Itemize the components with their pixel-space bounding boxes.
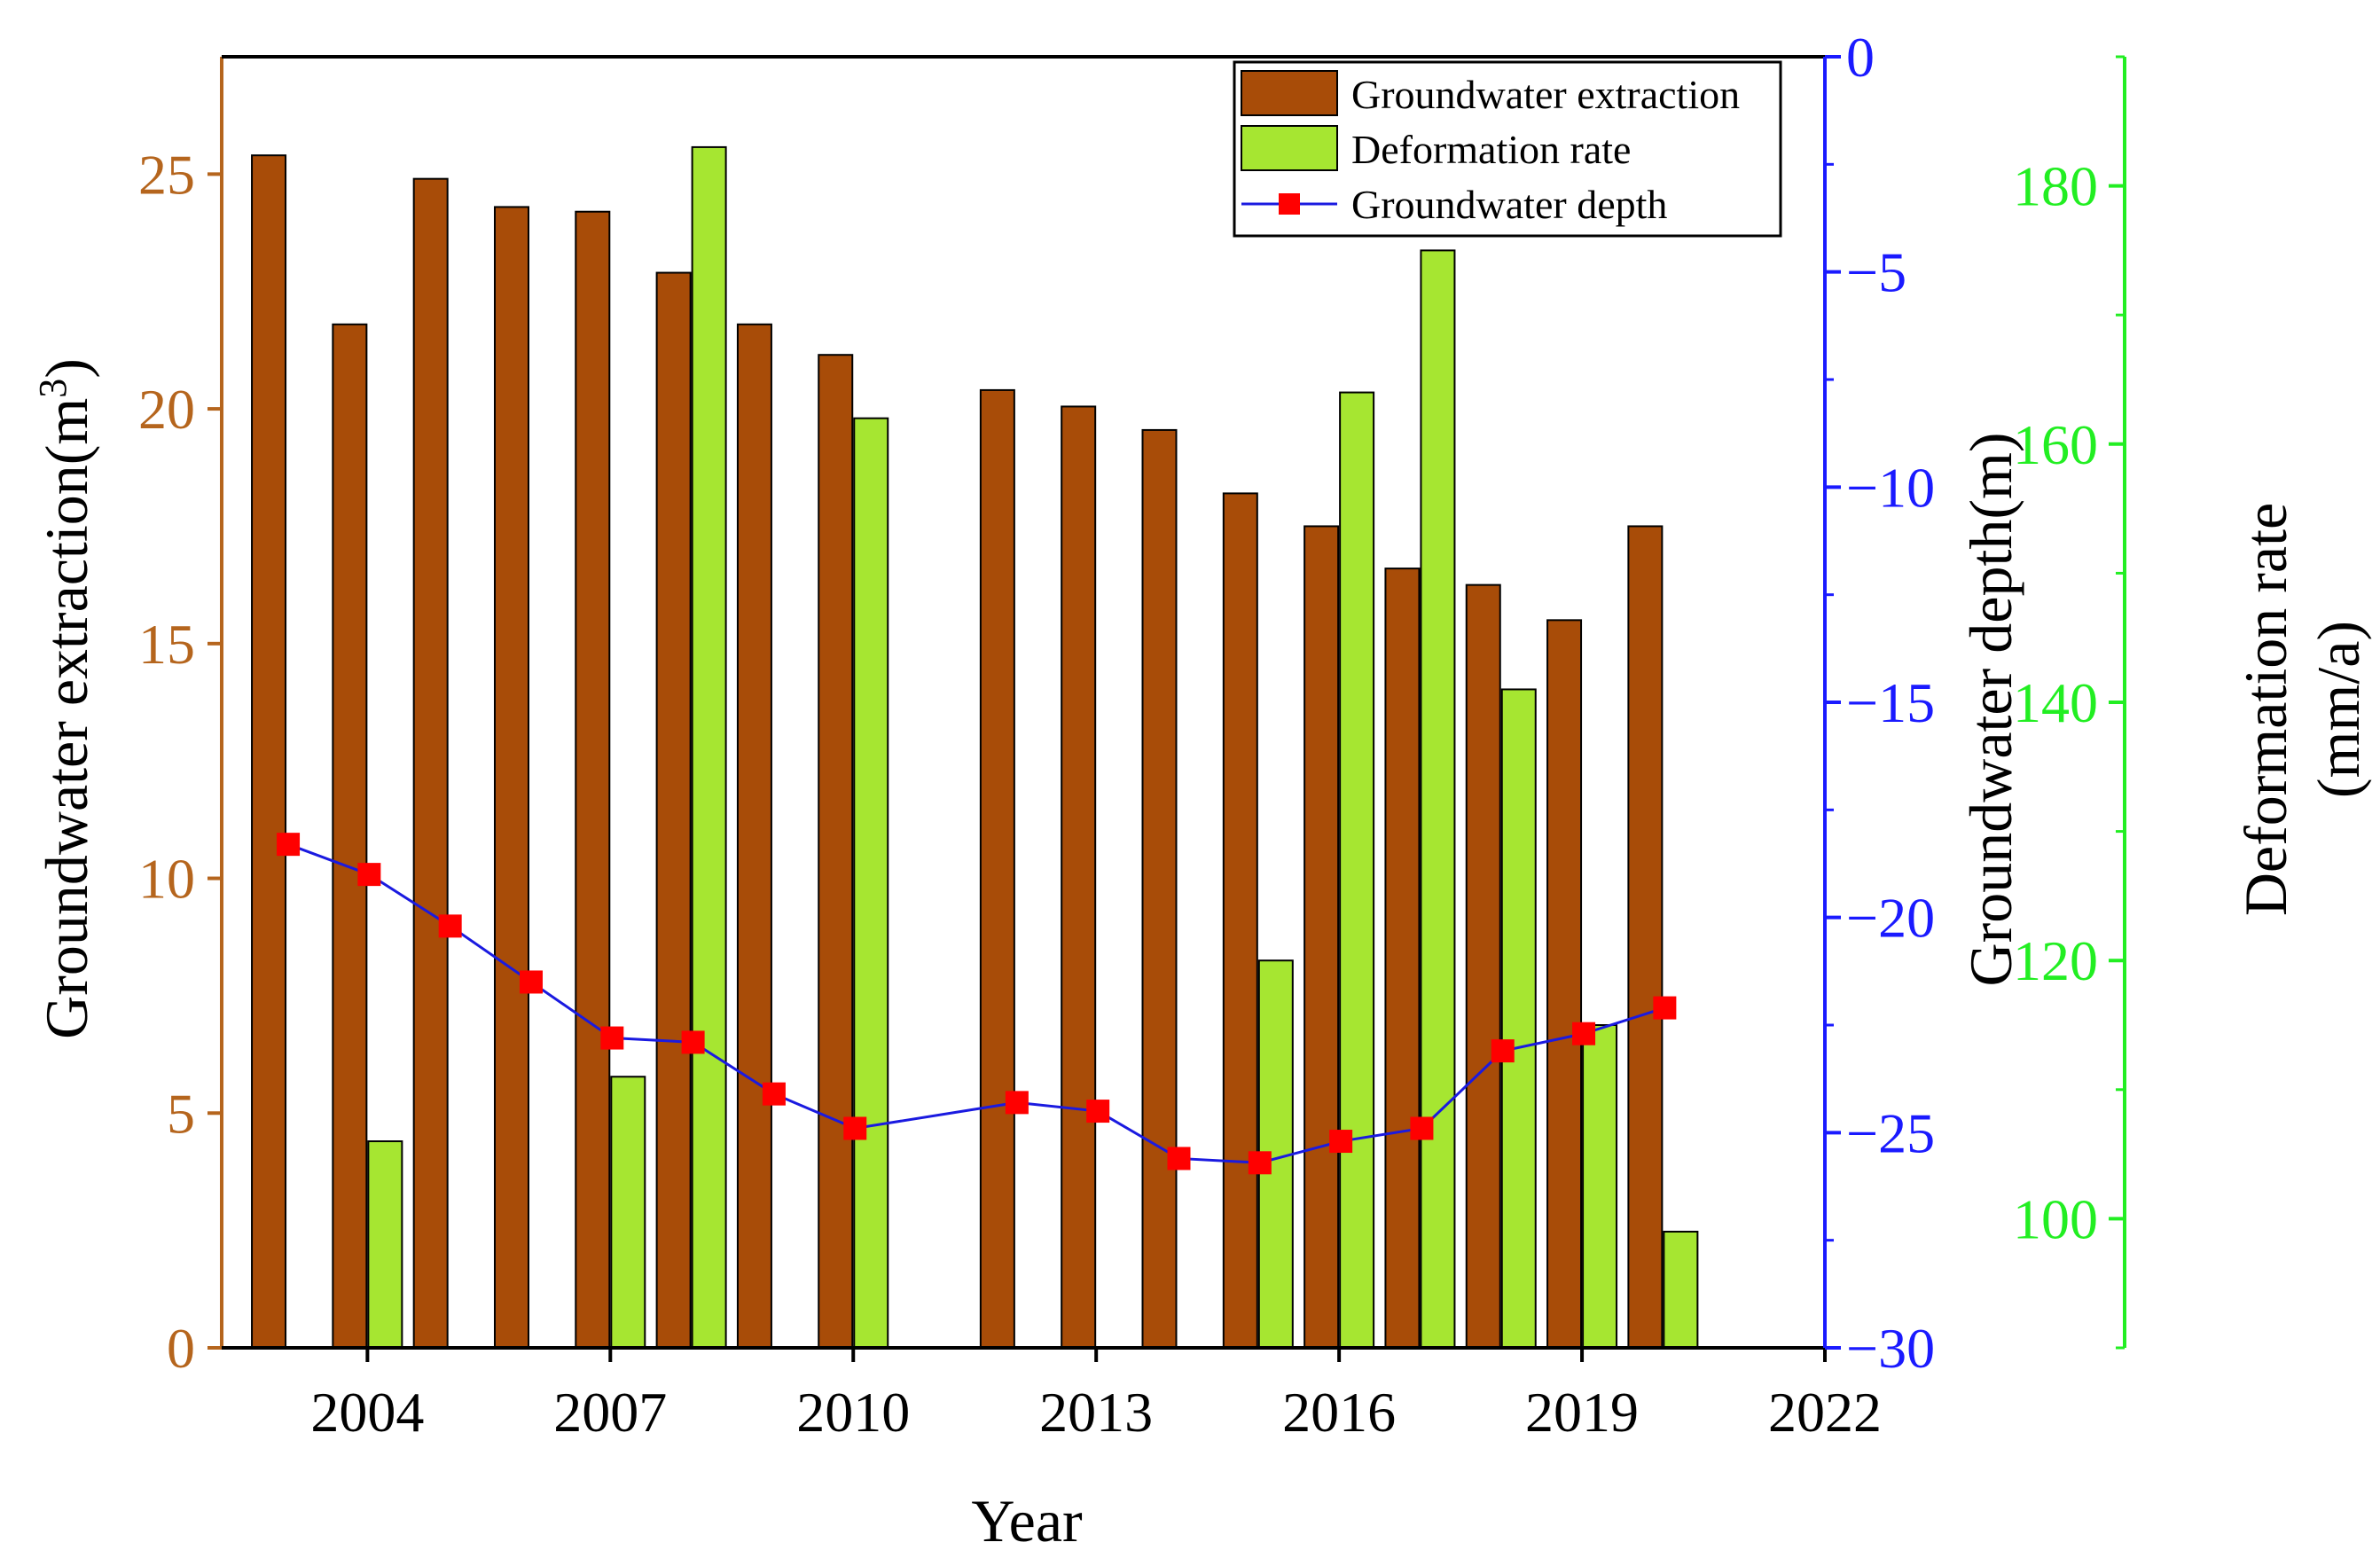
- depth-marker: [1491, 1039, 1515, 1063]
- bar-extraction: [1141, 428, 1178, 1349]
- depth-marker: [1572, 1022, 1596, 1045]
- legend-label-extraction: Groundwater extraction: [1351, 72, 1740, 117]
- bar-extraction: [1627, 525, 1664, 1349]
- bar-extraction: [1304, 525, 1340, 1349]
- right1-tick-label: −15: [1846, 671, 1935, 734]
- depth-marker: [1086, 1100, 1110, 1123]
- depth-marker: [681, 1030, 705, 1054]
- right1-tick-label: −20: [1846, 887, 1935, 950]
- x-tick-label: 2019: [1525, 1381, 1639, 1444]
- bar-extraction: [1222, 492, 1258, 1349]
- right2-axis-title-line1: Deformation rate: [2232, 503, 2299, 916]
- right2-tick-label: 180: [2013, 155, 2098, 218]
- legend: Groundwater extraction Deformation rate …: [1233, 60, 1782, 238]
- depth-marker: [1653, 996, 1677, 1020]
- right1-tick-label: 0: [1846, 26, 1875, 89]
- x-axis-title: Year: [971, 1487, 1083, 1554]
- x-tick-label: 2010: [796, 1381, 910, 1444]
- bar-extraction: [1061, 405, 1097, 1350]
- ticks-layer: 2004 2007 2010 2013 2016 2019 2022 0 5 10 15 20 25 0 −…: [138, 26, 2125, 1444]
- depth-marker: [357, 863, 381, 887]
- bar-extraction: [1546, 619, 1583, 1349]
- left-tick-label: 25: [138, 143, 195, 206]
- depth-marker: [843, 1116, 867, 1140]
- depth-marker: [1329, 1130, 1353, 1154]
- right2-tick-label: 140: [2013, 671, 2098, 734]
- depth-marker: [762, 1082, 786, 1106]
- bar-extraction: [251, 154, 287, 1350]
- bar-extraction: [575, 210, 611, 1350]
- x-tick-label: 2013: [1039, 1381, 1153, 1444]
- right1-tick-label: −10: [1846, 456, 1935, 519]
- bars-layer: [251, 145, 1699, 1350]
- depth-marker: [1410, 1116, 1434, 1140]
- left-tick-label: 20: [138, 378, 195, 441]
- legend-marker-depth: [1279, 193, 1300, 215]
- x-tick-label: 2022: [1768, 1381, 1882, 1444]
- right2-tick-label: 160: [2013, 413, 2098, 476]
- right2-axis-title-line2: (mm/a): [2305, 621, 2372, 798]
- bar-deformation: [1500, 688, 1537, 1349]
- right2-tick-label: 100: [2013, 1187, 2098, 1250]
- bar-extraction: [412, 177, 449, 1349]
- left-tick-label: 5: [167, 1082, 195, 1145]
- bar-extraction: [736, 323, 772, 1350]
- bar-deformation: [367, 1140, 403, 1350]
- depth-marker: [1167, 1147, 1191, 1170]
- legend-label-depth: Groundwater depth: [1351, 182, 1667, 227]
- right1-tick-label: −30: [1846, 1317, 1935, 1380]
- legend-swatch-deformation: [1241, 125, 1338, 171]
- depth-marker: [600, 1026, 624, 1050]
- right2-tick-label: 120: [2013, 929, 2098, 992]
- x-tick-label: 2016: [1282, 1381, 1396, 1444]
- bar-deformation: [1663, 1230, 1699, 1349]
- line-layer: [277, 833, 1677, 1175]
- left-tick-label: 15: [138, 613, 195, 676]
- right1-axis-title: Groundwater depth(m): [1957, 432, 2024, 986]
- depth-marker: [519, 970, 543, 994]
- depth-marker: [438, 914, 462, 938]
- right1-tick-label: −5: [1846, 241, 1906, 304]
- legend-label-deformation: Deformation rate: [1351, 127, 1631, 172]
- depth-marker: [277, 833, 301, 857]
- left-axis-title: Groundwater extraction(m3): [31, 358, 100, 1039]
- bar-deformation: [691, 145, 727, 1349]
- bar-extraction: [1384, 568, 1421, 1349]
- bar-deformation: [853, 417, 889, 1349]
- bar-deformation: [1582, 1024, 1618, 1349]
- bar-extraction: [1465, 583, 1501, 1349]
- bar-deformation: [1339, 391, 1375, 1349]
- bar-extraction: [655, 271, 692, 1350]
- x-tick-label: 2004: [310, 1381, 424, 1444]
- bar-extraction: [818, 354, 854, 1350]
- bar-deformation: [610, 1076, 646, 1349]
- depth-marker: [1005, 1091, 1029, 1115]
- legend-swatch-extraction: [1241, 70, 1338, 116]
- x-tick-label: 2007: [553, 1381, 667, 1444]
- left-tick-label: 10: [138, 848, 195, 911]
- bar-extraction: [332, 323, 368, 1350]
- right1-tick-label: −25: [1846, 1101, 1935, 1164]
- bar-extraction: [493, 206, 529, 1350]
- left-tick-label: 0: [167, 1317, 195, 1380]
- bar-deformation: [1420, 249, 1456, 1349]
- bar-extraction: [979, 388, 1015, 1349]
- depth-marker: [1248, 1151, 1272, 1175]
